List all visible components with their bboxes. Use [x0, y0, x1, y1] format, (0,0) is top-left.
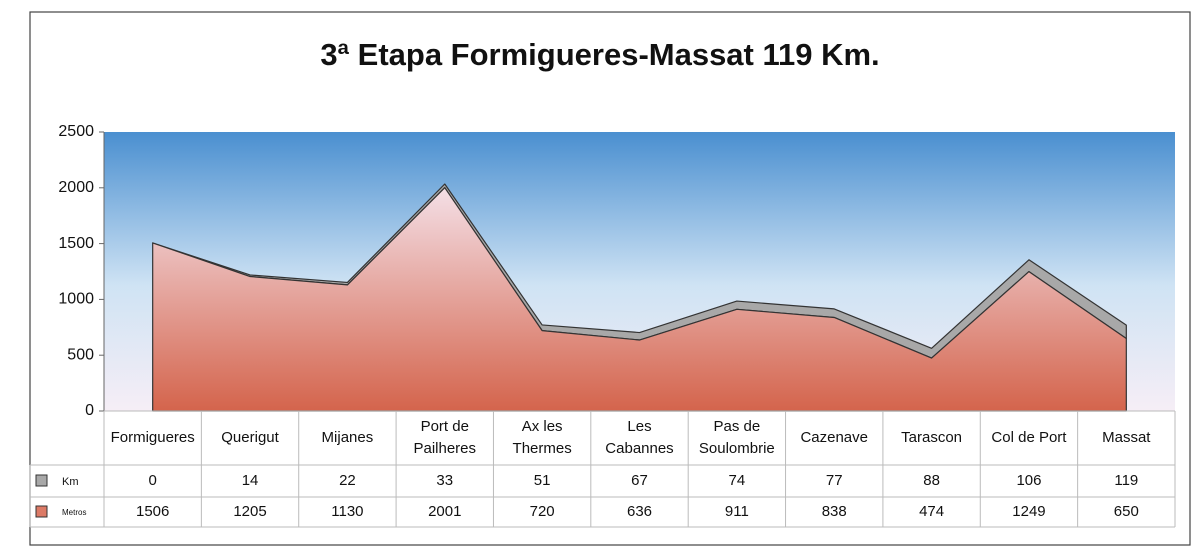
y-tick-label: 1500: [58, 235, 94, 252]
x-tick-label: Port de Pailheres: [413, 418, 477, 457]
legend-label: Km: [62, 476, 79, 488]
table-value: 911: [725, 503, 749, 520]
y-tick-label: 2500: [58, 123, 94, 140]
legend-swatch: [35, 505, 48, 518]
x-tick-label: Ax les Thermes: [512, 418, 572, 457]
table-value: 650: [1114, 503, 1139, 520]
legend-label: Metros: [62, 508, 86, 517]
table-value: 1130: [331, 503, 363, 520]
category-cell: Querigut: [221, 429, 279, 446]
table-value: 74: [729, 472, 746, 489]
category-cell: Formigueres: [110, 429, 195, 446]
table-value: 33: [436, 472, 453, 489]
category-cell: Tarascon: [901, 429, 963, 446]
table-value: 88: [923, 472, 940, 489]
x-tick-label: Les Cabannes: [605, 418, 674, 457]
table-value: 77: [826, 472, 843, 489]
table-value: 106: [1016, 472, 1041, 489]
chart-title: 3ª Etapa Formigueres-Massat 119 Km.: [320, 37, 879, 72]
x-tick-label: Tarascon: [901, 429, 963, 446]
category-cell: Les Cabannes: [605, 418, 674, 457]
table-value: 1249: [1012, 503, 1045, 520]
y-tick-label: 500: [67, 346, 94, 363]
category-cell: Pas de Soulombrie: [698, 418, 775, 457]
category-cell: Port de Pailheres: [413, 418, 477, 457]
table-value: 838: [822, 503, 847, 520]
x-tick-label: Querigut: [221, 429, 279, 446]
category-cell: Mijanes: [321, 429, 374, 446]
table-value: 2001: [428, 503, 461, 520]
x-tick-label: Formigueres: [110, 429, 195, 446]
table-value: 1205: [233, 503, 266, 520]
category-cell: Massat: [1102, 429, 1151, 446]
table-value: 474: [919, 503, 944, 520]
category-cell: Col de Port: [991, 429, 1067, 446]
legend-swatch: [35, 474, 48, 487]
table-value: 22: [339, 472, 356, 489]
y-tick-label: 1000: [58, 291, 94, 308]
x-tick-label: Col de Port: [991, 429, 1067, 446]
table-value: 67: [631, 472, 648, 489]
x-tick-label: Massat: [1102, 429, 1151, 446]
table-value: 14: [242, 472, 259, 489]
table-value: 0: [149, 472, 157, 489]
category-cell: Cazenave: [800, 429, 868, 446]
table-value: 1506: [136, 503, 169, 520]
table-value: 51: [534, 472, 551, 489]
x-tick-label: Pas de Soulombrie: [698, 418, 775, 457]
category-cell: Ax les Thermes: [512, 418, 572, 457]
x-tick-label: Cazenave: [800, 429, 868, 446]
table-value: 720: [530, 503, 555, 520]
table-value: 119: [1114, 472, 1138, 489]
y-tick-label: 2000: [58, 179, 94, 196]
y-tick-label: 0: [85, 402, 94, 419]
x-tick-label: Mijanes: [321, 429, 374, 446]
table-value: 636: [627, 503, 652, 520]
